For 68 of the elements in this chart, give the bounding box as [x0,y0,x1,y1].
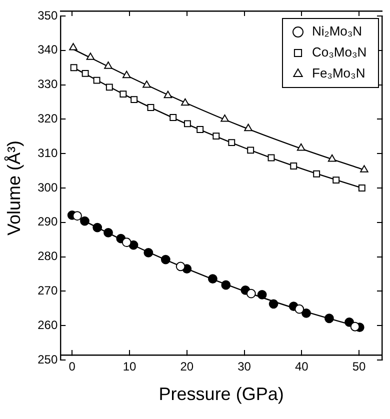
point [302,308,311,318]
legend-label: Co₃Mo₃N [312,44,367,60]
point [268,299,278,309]
point [144,248,154,258]
y-axis-title: Volume (Å³) [4,140,24,236]
point [208,274,218,284]
y-tick-label: 320 [38,112,58,126]
y-tick-label: 300 [38,180,58,194]
point [72,211,82,221]
point [122,70,131,78]
y-tick-label: 250 [38,352,58,366]
x-tick-label: 40 [294,360,309,374]
point [122,238,132,248]
point [350,322,360,332]
y-tick-label: 350 [38,8,58,22]
point [86,52,95,60]
point [220,114,229,122]
x-axis-title: Pressure (GPa) [158,384,284,404]
point [332,176,340,184]
point [360,165,368,172]
x-tick-label: 10 [122,360,136,374]
point [313,170,320,178]
point [164,90,172,98]
point [358,184,366,192]
y-tick-label: 340 [38,42,58,57]
point [82,70,89,77]
x-tick-label: 50 [352,360,366,374]
point [181,98,190,106]
point [246,288,256,298]
point [294,304,304,314]
point [228,139,236,146]
point [130,96,138,104]
point [80,216,90,226]
point [70,64,78,72]
point [324,314,334,324]
point [147,104,154,111]
legend-label: Fe₃Mo₃N [312,66,366,81]
x-tick-label: 0 [68,360,76,374]
point [257,290,267,300]
y-tick-label: 290 [38,214,58,229]
y-tick-label: 260 [38,318,58,332]
point [296,143,306,151]
point [290,162,298,170]
x-tick-label: 30 [238,360,252,374]
point [120,90,127,98]
point [93,76,100,84]
point [142,80,151,88]
point [184,120,191,128]
point [160,254,170,264]
x-tick-label: 20 [180,360,194,374]
y-tick-label: 310 [38,146,58,160]
point [92,222,102,232]
point [212,132,220,140]
point [170,114,177,121]
point [221,280,231,290]
point [69,42,78,50]
point [244,124,252,132]
point [196,126,204,133]
legend-label: Ni₂Mo₃N [312,24,362,39]
point [104,62,112,69]
y-tick-label: 330 [38,77,58,92]
point [328,154,336,162]
point [176,262,186,272]
point [104,228,113,238]
point [247,146,254,154]
y-tick-label: 280 [38,249,58,264]
point [106,84,113,91]
y-tick-label: 270 [38,284,58,298]
